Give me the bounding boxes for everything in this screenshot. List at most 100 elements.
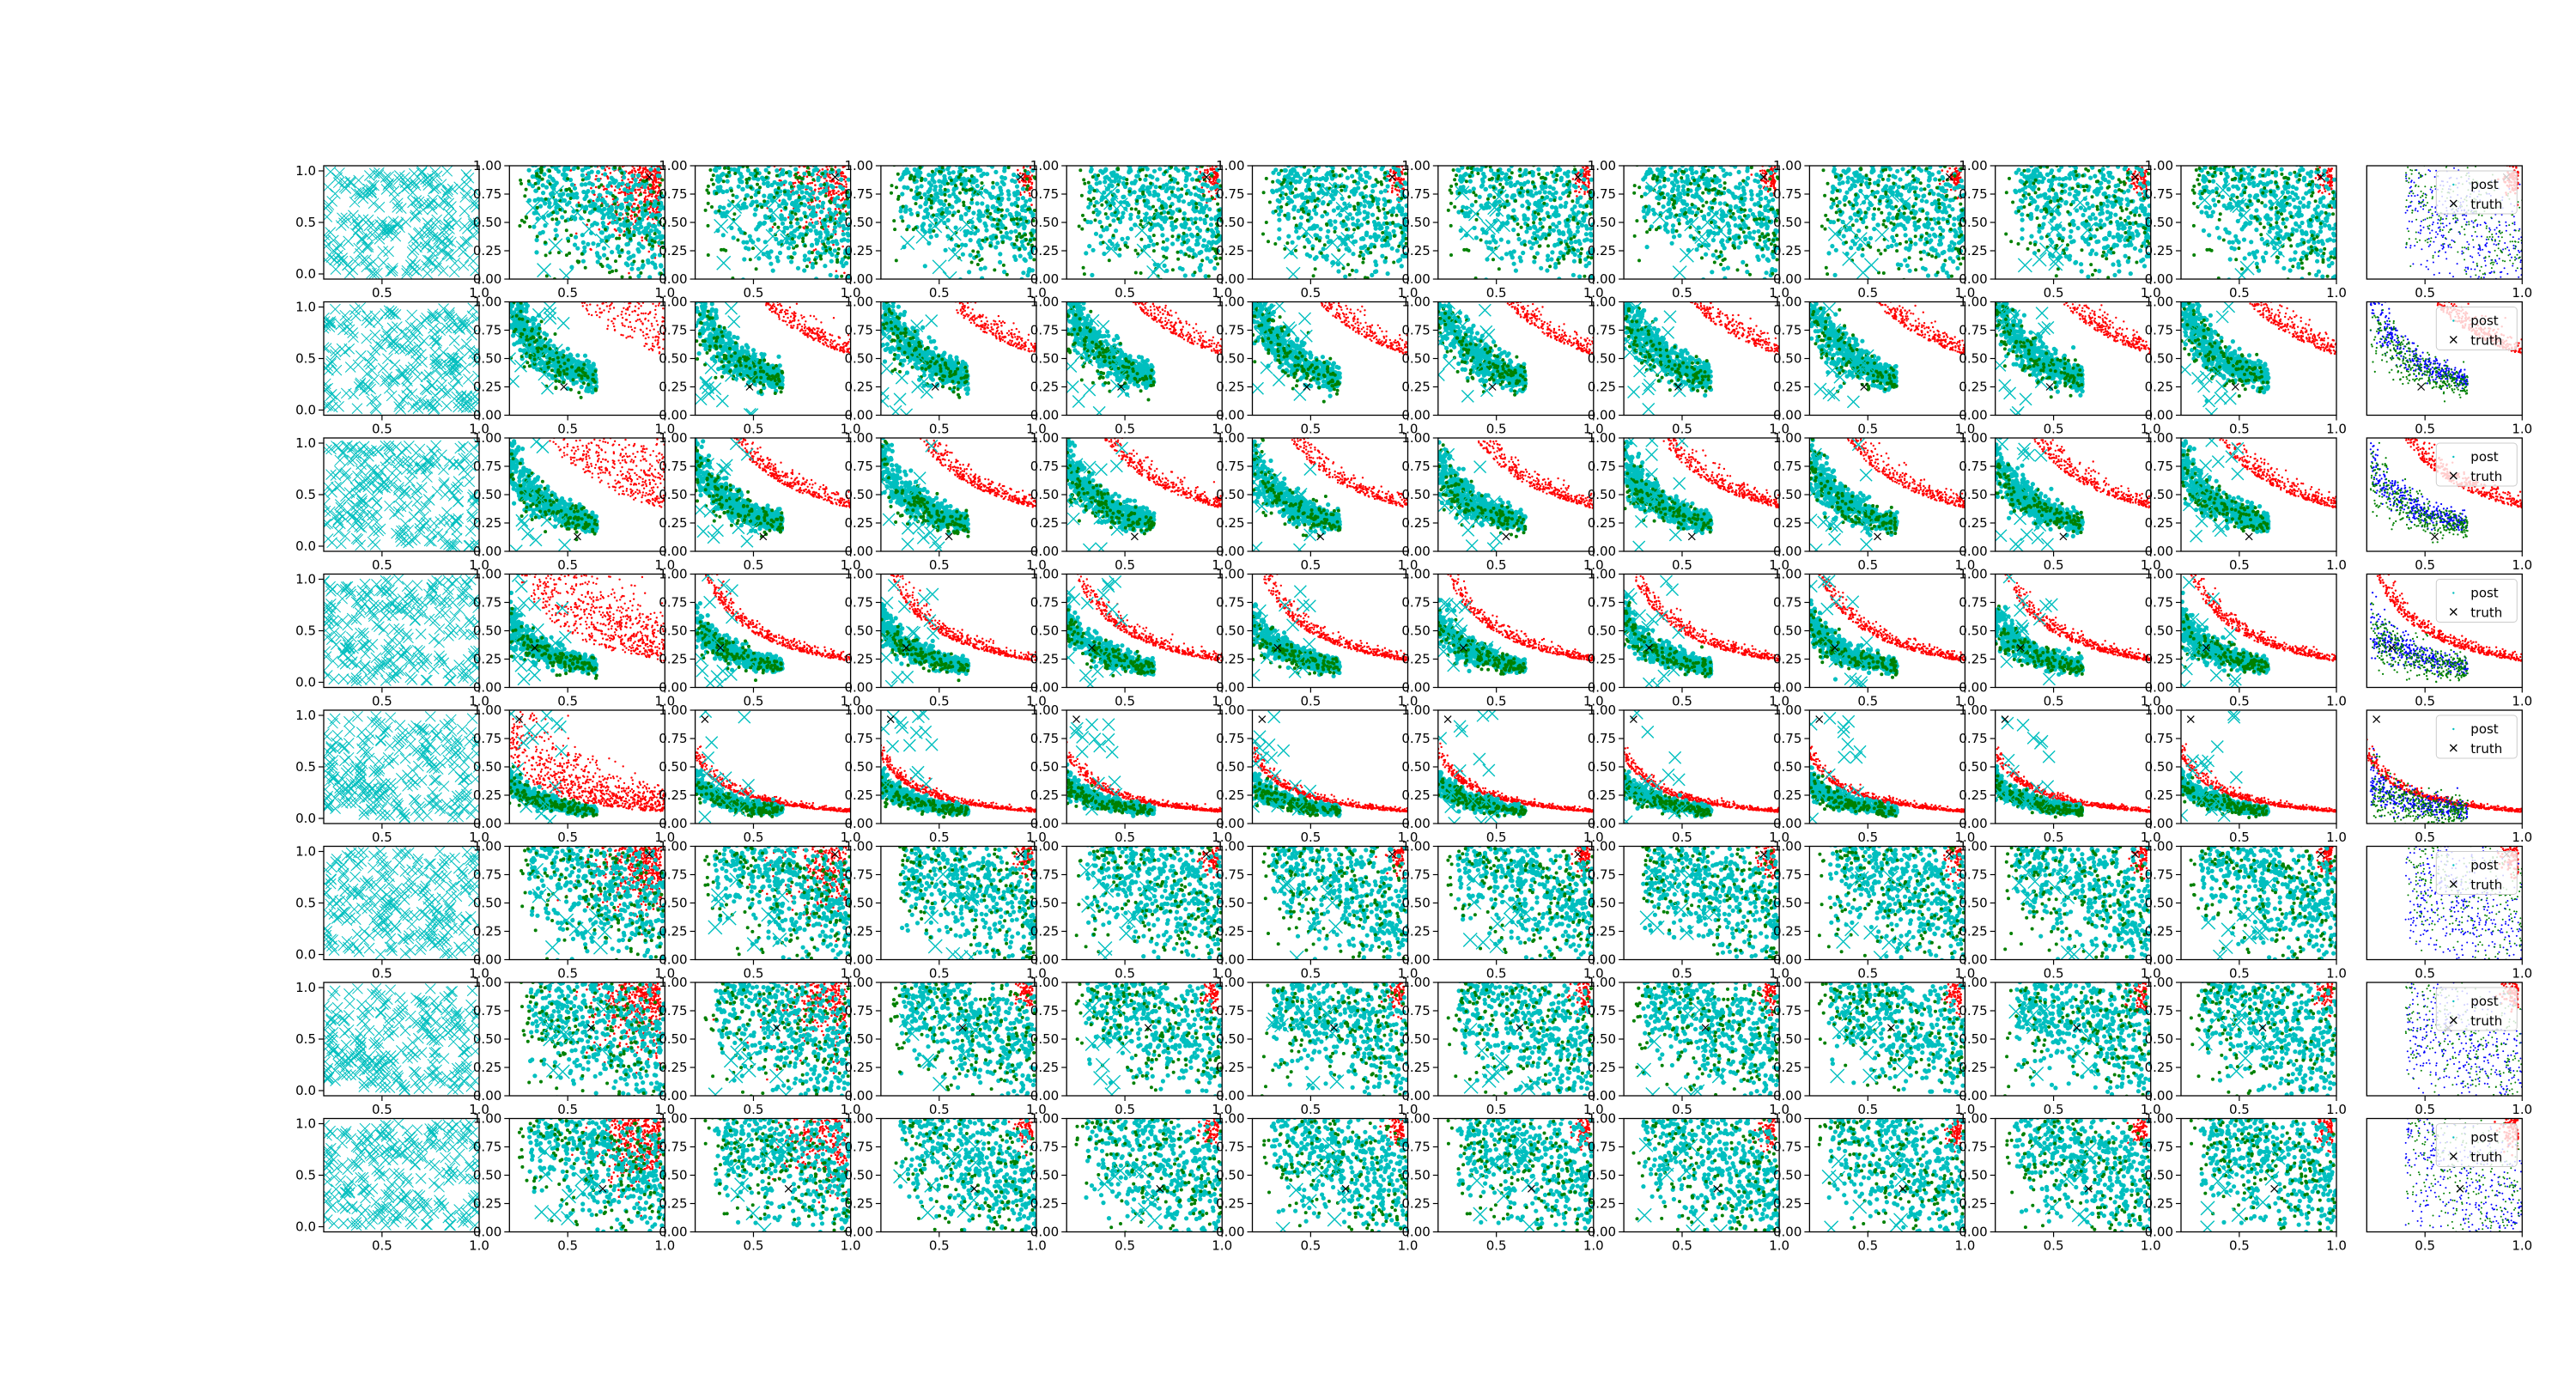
green-point — [653, 232, 657, 235]
green-point — [789, 221, 793, 224]
green-point — [956, 119, 959, 122]
green-point — [755, 103, 758, 106]
red-point — [831, 137, 834, 139]
cyan-point — [652, 136, 656, 140]
green-point — [565, 302, 568, 306]
green-point — [1026, 208, 1030, 211]
green-point — [760, 205, 763, 209]
green-point — [536, 160, 539, 163]
cyan-point — [580, 124, 584, 128]
cyan-point — [1090, 273, 1094, 277]
red-point — [1389, 159, 1392, 161]
green-point — [1180, 309, 1183, 313]
red-point — [643, 139, 646, 142]
cyan-point — [737, 160, 741, 164]
cyan-point — [601, 221, 605, 225]
cyan-point — [984, 190, 988, 194]
cyan-point — [1328, 141, 1333, 145]
red-point — [1210, 168, 1212, 171]
red-point — [639, 179, 641, 182]
cyan-point — [538, 143, 542, 147]
cyan-point — [556, 118, 561, 122]
cyan-point — [765, 140, 769, 144]
cyan-point — [1333, 219, 1337, 223]
red-point — [632, 137, 635, 139]
cyan-point — [618, 204, 623, 209]
red-point — [779, 155, 781, 157]
cyan-point — [767, 152, 771, 156]
cyan-point — [913, 142, 917, 146]
red-point — [835, 186, 838, 189]
cyan-point — [951, 170, 956, 174]
green-point — [963, 204, 966, 207]
cyan-point — [579, 157, 583, 161]
cyan-point — [983, 265, 987, 270]
green-point — [604, 228, 607, 231]
cyan-x-point — [468, 230, 478, 240]
cyan-point — [1217, 179, 1221, 183]
cyan-point — [777, 115, 781, 119]
red-point — [651, 149, 653, 152]
red-point — [585, 157, 587, 160]
cyan-x-point — [451, 218, 461, 228]
green-point — [527, 179, 531, 183]
green-point — [558, 208, 562, 211]
red-point — [659, 147, 662, 149]
cyan-point — [1157, 145, 1161, 149]
cyan-point — [823, 158, 827, 162]
red-point — [841, 175, 843, 178]
green-point — [916, 214, 920, 217]
green-point — [1108, 258, 1111, 262]
cyan-point — [921, 128, 926, 132]
red-point — [655, 137, 658, 140]
green-point — [946, 182, 950, 185]
cyan-point — [634, 178, 638, 182]
red-point — [844, 155, 847, 157]
cyan-point — [929, 234, 933, 239]
cyan-point — [720, 161, 724, 166]
cyan-point — [566, 146, 570, 150]
cyan-point — [571, 96, 575, 100]
green-point — [751, 246, 755, 250]
green-point — [568, 252, 571, 255]
green-point — [1093, 189, 1097, 192]
cyan-point — [1016, 281, 1020, 285]
green-point — [773, 222, 776, 226]
red-point — [639, 155, 641, 157]
cyan-point — [802, 172, 806, 176]
cyan-point — [823, 264, 827, 268]
red-point — [611, 135, 613, 137]
green-point — [1125, 182, 1128, 185]
cyan-point — [980, 277, 984, 281]
cyan-point — [900, 132, 904, 137]
cyan-point — [1197, 287, 1201, 291]
cyan-point — [574, 235, 578, 240]
green-point — [1152, 234, 1156, 237]
green-point — [830, 167, 834, 171]
cyan-point — [1104, 226, 1109, 230]
y-tick-label: 0.25 — [844, 243, 872, 258]
green-point — [836, 252, 840, 255]
cyan-point — [773, 147, 777, 151]
cyan-point — [1202, 144, 1206, 149]
cyan-point — [652, 146, 656, 150]
green-point — [968, 161, 971, 165]
green-point — [1140, 118, 1144, 121]
red-point — [658, 151, 660, 154]
cyan-point — [802, 268, 806, 272]
cyan-x-point — [766, 229, 780, 243]
y-tick-label: 0.50 — [473, 215, 501, 230]
cyan-point — [1095, 85, 1099, 89]
red-point — [614, 154, 617, 156]
cyan-point — [614, 179, 618, 183]
cyan-point — [944, 150, 948, 155]
cyan-point — [1107, 183, 1111, 187]
green-point — [939, 170, 943, 173]
red-point — [633, 162, 635, 165]
red-point — [628, 153, 630, 155]
cyan-point — [1011, 293, 1015, 297]
red-point — [650, 156, 653, 159]
cyan-point — [529, 158, 533, 162]
cyan-point — [977, 238, 981, 242]
green-point — [1197, 318, 1200, 321]
